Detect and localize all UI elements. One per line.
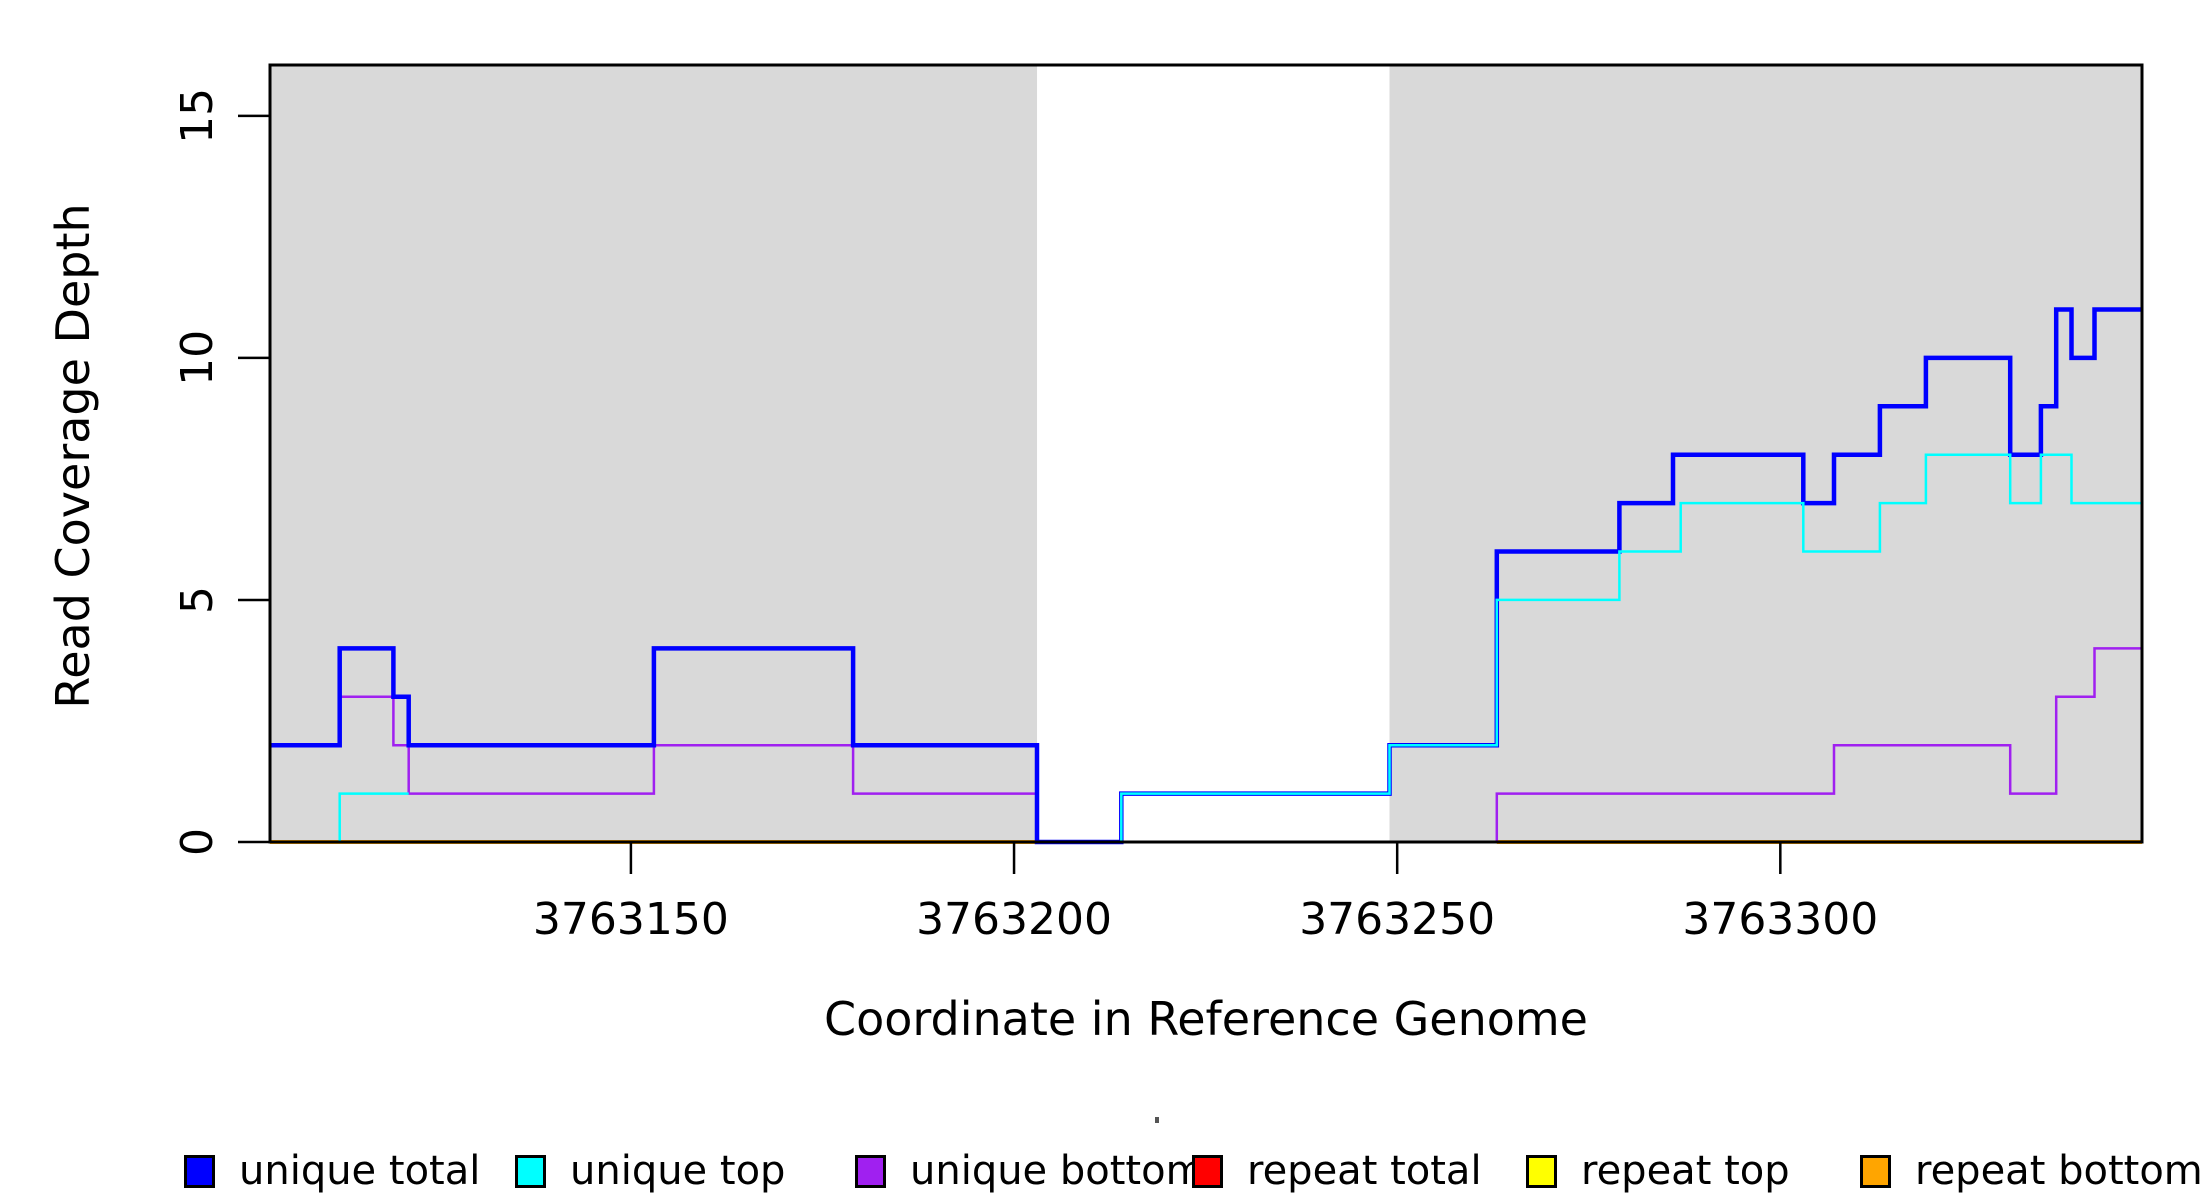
- series-unique-total: [270, 307, 2142, 845]
- plot-border: [268, 63, 2144, 844]
- legend-swatch-repeat-total: [1192, 1154, 1223, 1188]
- y-tick-label: 15: [172, 88, 223, 144]
- x-tick-label: 3763150: [533, 894, 729, 945]
- legend-swatch-repeat-bottom: [1860, 1154, 1891, 1188]
- legend-item-unique-total: unique total: [184, 1148, 480, 1194]
- legend: unique total unique top unique bottom repea…: [0, 1148, 2200, 1200]
- y-tick-label: 5: [172, 586, 223, 614]
- x-axis-title: Coordinate in Reference Genome: [824, 992, 1588, 1046]
- legend-item-repeat-total: repeat total: [1192, 1148, 1482, 1194]
- legend-label: repeat top: [1581, 1148, 1790, 1194]
- legend-swatch-unique-bottom: [855, 1154, 886, 1188]
- legend-label: repeat bottom: [1915, 1148, 2200, 1194]
- x-tick-label: 3763250: [1299, 894, 1495, 945]
- legend-label: unique total: [239, 1148, 481, 1194]
- y-tick-label: 0: [172, 828, 223, 856]
- legend-item-repeat-bottom: repeat bottom: [1860, 1148, 2200, 1194]
- legend-swatch-repeat-top: [1526, 1154, 1557, 1188]
- legend-label: repeat total: [1247, 1148, 1482, 1194]
- legend-label: unique top: [570, 1148, 786, 1194]
- series-unique-top: [1120, 453, 2142, 842]
- legend-label: unique bottom: [910, 1148, 1205, 1194]
- x-tick-label: 3763200: [916, 894, 1112, 945]
- legend-swatch-unique-top: [515, 1154, 546, 1188]
- legend-item-unique-bottom: unique bottom: [855, 1148, 1205, 1194]
- legend-swatch-unique-total: [184, 1154, 215, 1188]
- y-axis-title: Read Coverage Depth: [46, 203, 100, 709]
- stray-dot: [1155, 1117, 1159, 1123]
- legend-item-unique-top: unique top: [515, 1148, 785, 1194]
- x-tick-label: 3763300: [1682, 894, 1878, 945]
- y-tick-label: 10: [172, 330, 223, 386]
- legend-item-repeat-top: repeat top: [1526, 1148, 1790, 1194]
